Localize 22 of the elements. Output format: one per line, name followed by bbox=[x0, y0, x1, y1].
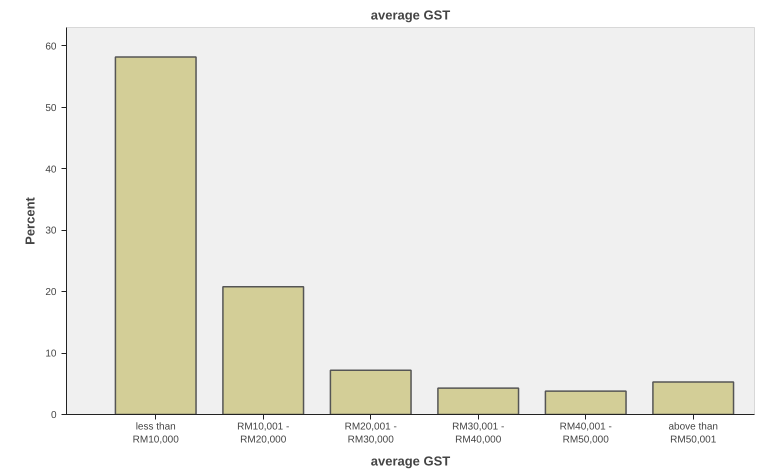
x-tick-label: above than RM50,001 bbox=[668, 422, 718, 446]
y-tick-label: 50 bbox=[45, 102, 57, 114]
bar bbox=[544, 390, 627, 414]
x-tick-label: RM40,001 - RM50,000 bbox=[560, 422, 612, 446]
bar bbox=[330, 370, 412, 414]
y-tick-label: 0 bbox=[50, 410, 57, 421]
y-tick-label: 30 bbox=[45, 226, 57, 237]
bar bbox=[114, 56, 197, 414]
x-tick-label: RM30,001 - RM40,000 bbox=[452, 422, 504, 446]
y-axis-title: Percent bbox=[22, 196, 38, 245]
x-tick-label: RM10,001 - RM20,000 bbox=[237, 422, 290, 446]
chart-title: average GST bbox=[370, 8, 450, 22]
y-tick-label: 40 bbox=[45, 164, 57, 176]
bar bbox=[222, 286, 304, 414]
x-tick-label: RM20,001 - RM30,000 bbox=[344, 422, 397, 446]
x-axis-title: average GST bbox=[370, 454, 450, 469]
y-tick-label: 60 bbox=[45, 41, 57, 52]
bar bbox=[652, 381, 734, 414]
x-tick-label: less than RM10,000 bbox=[132, 422, 180, 446]
y-tick-label: 10 bbox=[45, 348, 57, 360]
bar bbox=[437, 387, 520, 414]
y-tick-label: 20 bbox=[45, 287, 57, 298]
